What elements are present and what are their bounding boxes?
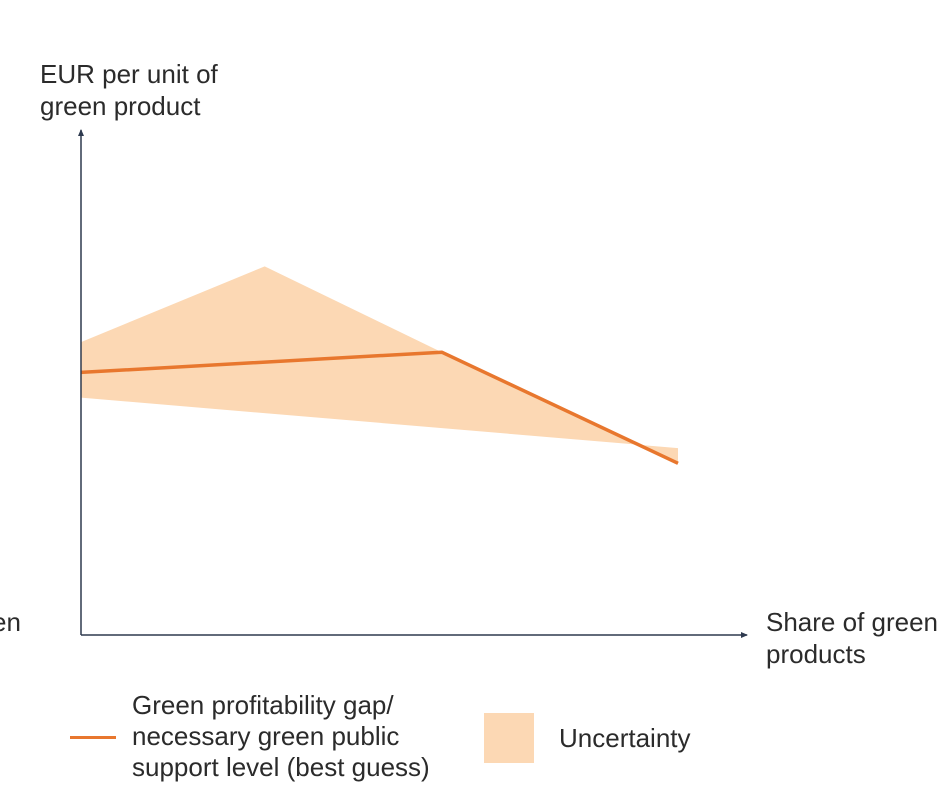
legend-line-label: Green profitability gap/ necessary green…: [132, 690, 430, 783]
clipped-left-text: en: [0, 607, 21, 637]
legend-area-label: Uncertainty: [559, 723, 691, 753]
legend-area-swatch: [484, 713, 534, 763]
legend-line-label-2: necessary green public: [132, 721, 400, 751]
legend-line-swatch: [70, 736, 116, 739]
uncertainty-band: [81, 266, 678, 464]
y-axis-label-line-2: green product: [40, 91, 201, 121]
plot-area: [80, 266, 679, 465]
legend-line-label-1: Green profitability gap/: [132, 690, 394, 720]
x-axis-label: Share of green products: [766, 606, 938, 670]
x-axis-label-line-2: products: [766, 639, 866, 669]
legend-line-label-3: support level (best guess): [132, 752, 430, 782]
y-axis-label: EUR per unit of green product: [40, 58, 218, 122]
y-axis-label-line-1: EUR per unit of: [40, 59, 218, 89]
best-guess-line: [80, 350, 679, 465]
x-axis-label-line-1: Share of green: [766, 607, 939, 637]
